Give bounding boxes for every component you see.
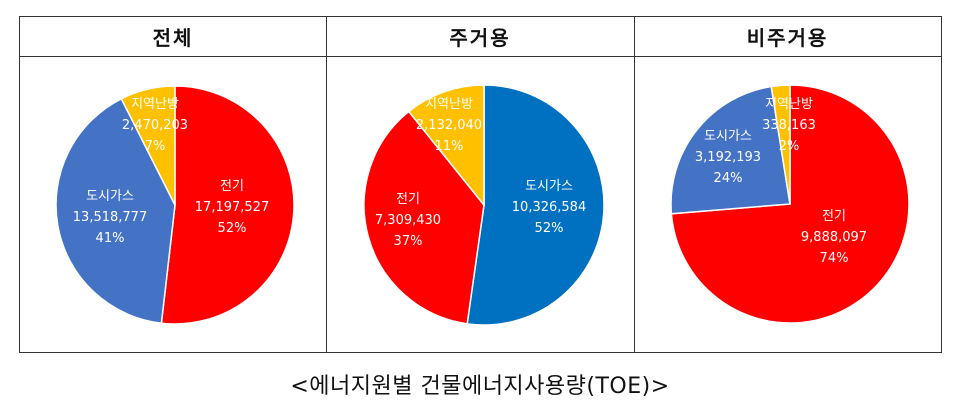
column-nonresidential: 비주거용 (634, 17, 941, 352)
slice-data-label: 도시가스 10,326,584 52% (512, 179, 586, 236)
slice-data-label: 지역난방 338,163 2% (762, 97, 816, 154)
energy-usage-table: 전체 주거용 비주거용 (19, 16, 942, 353)
slice-data-label: 도시가스 3,192,193 24% (695, 129, 761, 186)
column-residential: 주거용 (326, 17, 634, 352)
pie-slice (466, 84, 605, 326)
column-header-residential: 주거용 (449, 26, 511, 50)
slice-data-label: 전기 17,197,527 52% (195, 179, 269, 236)
header-row-divider (20, 56, 941, 57)
slice-data-label: 전기 9,888,097 74% (801, 209, 867, 266)
slice-data-label: 지역난방 2,132,040 11% (416, 97, 482, 154)
pie-chart-nonresidential: 전기 9,888,097 74% 도시가스 3,192,193 24%지역난방 338,16… (670, 84, 910, 324)
pie-slice (770, 84, 791, 205)
pie-slice (120, 85, 176, 206)
figure-caption: <에너지원별 건물에너지사용량(TOE)> (290, 374, 670, 399)
pie-slice (160, 85, 295, 325)
column-header-total: 전체 (152, 26, 194, 50)
slice-data-label: 전기 7,309,430 37% (375, 192, 441, 249)
pie-slice (363, 110, 485, 325)
slice-data-label: 도시가스 13,518,777 41% (73, 189, 147, 246)
pie-chart-residential: 도시가스 10,326,584 52% 전기 7,309,430 37% 지역난방 2,132… (363, 84, 605, 326)
pie-slice (55, 97, 176, 325)
slice-data-label: 지역난방 2,470,203 7% (122, 97, 188, 154)
column-divider (634, 17, 635, 352)
pie-slice (670, 85, 791, 215)
column-total: 전체 (20, 17, 326, 352)
pie-slice (407, 84, 485, 208)
column-divider (326, 17, 327, 352)
pie-chart-total: 전기 17,197,527 52% 도시가스 13,518,777 41% 지역난방 2,47… (55, 85, 295, 325)
column-header-nonresidential: 비주거용 (746, 26, 829, 50)
